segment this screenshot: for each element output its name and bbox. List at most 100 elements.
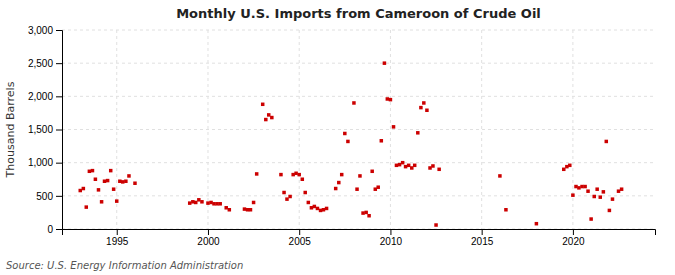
tick-label: 2015	[471, 236, 494, 247]
point	[592, 195, 596, 199]
tick-label: 2,000	[28, 91, 53, 102]
grid-line	[62, 195, 655, 196]
plot: 19952000200520102015202005001,0001,5002,…	[28, 25, 656, 247]
point	[112, 187, 116, 191]
point	[431, 164, 435, 168]
point	[288, 195, 292, 199]
point	[389, 98, 393, 102]
grid-line	[62, 30, 655, 31]
tick: 2010	[380, 229, 403, 247]
tick: 2015	[471, 229, 494, 247]
point	[343, 132, 347, 136]
point	[88, 170, 92, 174]
point	[413, 164, 417, 168]
point	[404, 165, 408, 169]
tick: 3,000	[28, 25, 62, 36]
point	[395, 164, 399, 168]
tick-label: 3,000	[28, 25, 53, 36]
tick-label: 1,000	[28, 157, 53, 168]
point	[498, 174, 502, 178]
tick-label: 2005	[289, 236, 312, 247]
tick-mark	[56, 163, 62, 164]
point	[580, 185, 584, 189]
point	[303, 191, 307, 195]
tick-mark	[56, 96, 62, 97]
point	[376, 185, 380, 189]
tick-mark	[56, 229, 62, 230]
grid-line	[390, 30, 391, 229]
point	[599, 195, 603, 199]
point	[586, 189, 590, 193]
point	[212, 202, 216, 206]
point	[218, 202, 222, 206]
point	[124, 179, 128, 183]
point	[504, 208, 508, 212]
point	[228, 208, 232, 212]
point	[355, 187, 359, 191]
point	[535, 222, 539, 226]
tick: 2,000	[28, 91, 62, 102]
point	[307, 201, 311, 205]
annotation: Source: U.S. Energy Information Administ…	[6, 260, 243, 271]
point	[419, 106, 423, 110]
point	[361, 211, 365, 215]
point	[127, 174, 130, 178]
point	[380, 139, 384, 143]
tick-label: 2,500	[28, 58, 53, 69]
point	[568, 164, 572, 168]
point	[285, 197, 289, 201]
point	[325, 207, 329, 211]
point	[392, 125, 396, 129]
point	[94, 178, 98, 182]
point	[188, 201, 192, 205]
point	[383, 61, 387, 65]
point	[608, 209, 612, 213]
point	[249, 208, 253, 212]
point	[437, 168, 441, 172]
point	[334, 187, 338, 191]
tick: 1995	[106, 229, 129, 247]
point	[301, 178, 305, 182]
point	[85, 205, 89, 209]
point	[97, 188, 101, 192]
point	[264, 118, 268, 122]
point	[352, 101, 356, 105]
point	[562, 168, 566, 172]
point	[370, 170, 374, 174]
grid-line	[62, 129, 655, 130]
grid	[62, 30, 655, 229]
grid-line	[62, 162, 655, 163]
point	[346, 140, 350, 144]
point	[100, 200, 104, 204]
point	[197, 198, 201, 202]
x-axis: 1995 2000 2005 2010 2015 2020	[63, 229, 656, 247]
tick-mark	[482, 229, 483, 235]
point	[115, 199, 119, 203]
point	[121, 180, 125, 184]
y-axis-title: Thousand Barrels	[4, 81, 17, 178]
tick-mark	[56, 196, 62, 197]
tick: 2000	[197, 229, 220, 247]
tick-label: 1,500	[28, 124, 53, 135]
point	[340, 173, 344, 177]
point	[620, 187, 624, 191]
tick-label: 0	[47, 224, 53, 235]
point	[583, 185, 587, 189]
point	[589, 217, 593, 221]
point	[358, 174, 362, 178]
point	[398, 163, 402, 167]
point	[261, 103, 265, 107]
title: Monthly U.S. Imports from Cameroon of Cr…	[176, 6, 541, 21]
point	[78, 189, 82, 193]
point	[367, 214, 371, 218]
point	[270, 116, 274, 120]
y-axis: 05001,0001,5002,0002,5003,000	[28, 25, 63, 235]
point	[617, 189, 621, 193]
point	[133, 181, 137, 185]
tick-label: 2020	[562, 236, 585, 247]
points	[78, 61, 623, 226]
grid-line	[62, 96, 655, 97]
point	[243, 207, 247, 211]
point	[337, 181, 341, 185]
tick-label: 2000	[197, 236, 220, 247]
